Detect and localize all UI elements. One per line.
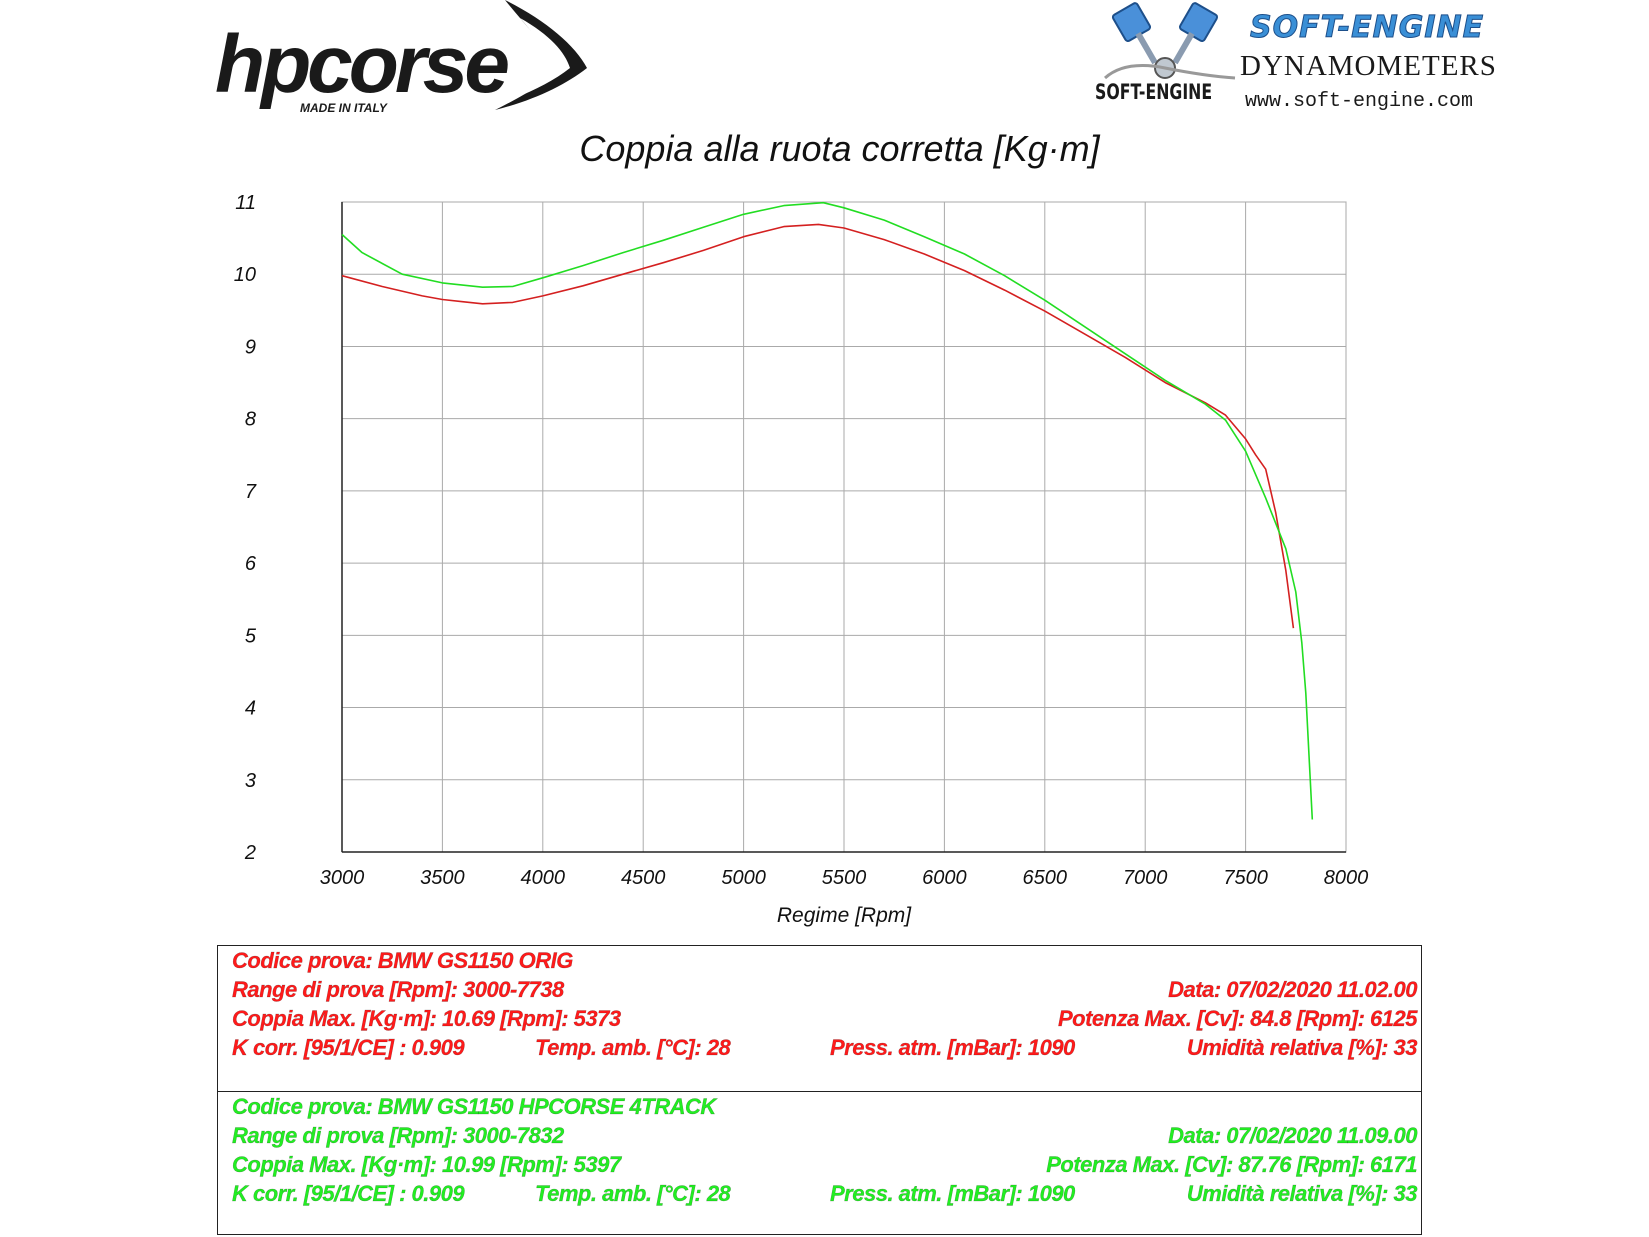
softengine-title: SOFT-ENGINE <box>1249 10 1485 46</box>
x-tick-label: 4000 <box>521 867 566 889</box>
y-tick-label: 6 <box>245 553 257 575</box>
y-tick-label: 9 <box>245 336 256 358</box>
hpcorse-swoosh-icon: hpcorse <box>215 0 587 110</box>
softengine-small-text: SOFT-ENGINE <box>1095 80 1213 104</box>
x-tick-label: 3000 <box>320 867 365 889</box>
x-axis-ticks: 3000 3500 4000 4500 5000 5500 6000 6500 7000 7500… <box>320 867 1369 889</box>
y-tick-label: 3 <box>245 770 256 792</box>
softengine-subtitle: DYNAMOMETERS <box>1240 50 1497 82</box>
test-date: Data: 07/02/2020 11.02.00 <box>1168 977 1418 1002</box>
chart-title: Coppia alla ruota corretta [Kg·m] <box>579 128 1100 169</box>
x-tick-label: 7000 <box>1123 867 1168 889</box>
test-max-torque: Coppia Max. [Kg·m]: 10.99 [Rpm]: 5397 <box>232 1152 621 1177</box>
test-range: Range di prova [Rpm]: 3000-7832 <box>232 1123 565 1148</box>
test-code: Codice prova: BMW GS1150 ORIG <box>232 948 574 973</box>
chart-grid <box>341 201 1347 853</box>
info-row: Codice prova: BMW GS1150 ORIG <box>225 946 1417 975</box>
info-row: K corr. [95/1/CE] : 0.909 Temp. amb. [°C… <box>225 1033 1418 1062</box>
x-tick-label: 4500 <box>621 867 666 889</box>
torque-chart: 2 3 4 5 6 7 8 9 10 11 3000 3500 4000 4500 5000 5500 600… <box>234 192 1369 927</box>
y-tick-label: 7 <box>245 481 257 503</box>
test-date: Data: 07/02/2020 11.09.00 <box>1168 1123 1418 1148</box>
info-row: Coppia Max. [Kg·m]: 10.99 [Rpm]: 5397 Po… <box>225 1150 1418 1179</box>
info-row: Range di prova [Rpm]: 3000-7832 Data: 07… <box>225 1121 1418 1150</box>
y-tick-label: 2 <box>244 842 256 864</box>
test-max-power: Potenza Max. [Cv]: 84.8 [Rpm]: 6125 <box>1057 1006 1418 1031</box>
softengine-logo: SOFT-ENGINE SOFT-ENGINE DYNAMOMETERS www… <box>1095 0 1497 125</box>
test-max-power: Potenza Max. [Cv]: 87.76 [Rpm]: 6171 <box>1046 1152 1418 1177</box>
info-row: Coppia Max. [Kg·m]: 10.69 [Rpm]: 5373 Po… <box>225 1004 1418 1033</box>
y-tick-label: 5 <box>245 625 257 647</box>
info-row: Codice prova: BMW GS1150 HPCORSE 4TRACK <box>225 1092 1417 1121</box>
x-axis-label: Regime [Rpm] <box>777 904 912 927</box>
test-info-block-original: Codice prova: BMW GS1150 ORIG Range di p… <box>218 946 1421 1092</box>
test-k-corr: K corr. [95/1/CE] : 0.909 <box>232 1181 465 1206</box>
x-tick-label: 5500 <box>822 867 867 889</box>
x-tick-label: 6000 <box>922 867 967 889</box>
x-tick-label: 5000 <box>721 867 766 889</box>
x-tick-label: 3500 <box>420 867 465 889</box>
test-temperature: Temp. amb. [°C]: 28 <box>535 1181 731 1206</box>
test-pressure: Press. atm. [mBar]: 1090 <box>830 1181 1076 1206</box>
chart-series <box>341 201 1314 820</box>
test-k-corr: K corr. [95/1/CE] : 0.909 <box>232 1035 465 1060</box>
series-line-1 <box>341 223 1295 629</box>
test-code: Codice prova: BMW GS1150 HPCORSE 4TRACK <box>232 1094 717 1119</box>
test-range: Range di prova [Rpm]: 3000-7738 <box>232 977 565 1002</box>
series-line-2 <box>341 201 1314 820</box>
hpcorse-tagline: MADE IN ITALY <box>300 101 387 115</box>
y-tick-label: 8 <box>245 409 256 431</box>
x-tick-label: 6500 <box>1023 867 1068 889</box>
test-humidity: Umidità relativa [%]: 33 <box>1186 1181 1418 1206</box>
info-row: K corr. [95/1/CE] : 0.909 Temp. amb. [°C… <box>225 1179 1418 1208</box>
test-humidity: Umidità relativa [%]: 33 <box>1186 1035 1418 1060</box>
hpcorse-wordmark: hpcorse <box>215 19 508 110</box>
test-info-table: Codice prova: BMW GS1150 ORIG Range di p… <box>217 945 1422 1235</box>
y-axis-ticks: 2 3 4 5 6 7 8 9 10 11 <box>234 192 257 864</box>
x-tick-label: 8000 <box>1324 867 1369 889</box>
y-tick-label: 11 <box>235 192 256 214</box>
hpcorse-logo: hpcorse MADE IN ITALY <box>215 0 595 125</box>
test-info-block-hpcorse: Codice prova: BMW GS1150 HPCORSE 4TRACK … <box>218 1092 1421 1234</box>
softengine-url: www.soft-engine.com <box>1245 90 1474 113</box>
test-temperature: Temp. amb. [°C]: 28 <box>535 1035 731 1060</box>
x-tick-label: 7500 <box>1223 867 1268 889</box>
y-tick-label: 4 <box>245 698 256 720</box>
info-row: Range di prova [Rpm]: 3000-7738 Data: 07… <box>225 975 1418 1004</box>
y-tick-label: 10 <box>234 264 256 286</box>
piston-icon <box>1103 2 1236 80</box>
test-pressure: Press. atm. [mBar]: 1090 <box>830 1035 1076 1060</box>
test-max-torque: Coppia Max. [Kg·m]: 10.69 [Rpm]: 5373 <box>232 1006 621 1031</box>
